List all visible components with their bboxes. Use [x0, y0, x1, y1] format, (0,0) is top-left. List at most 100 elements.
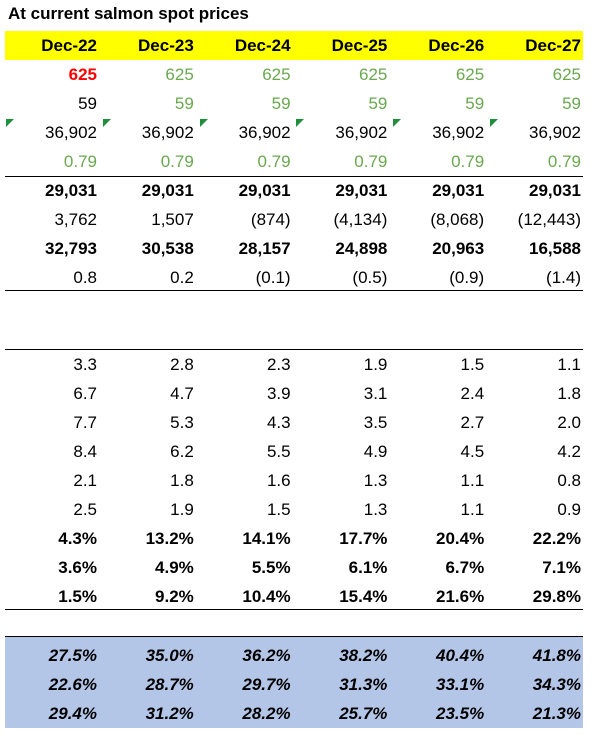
- cell: 29,031: [529, 181, 581, 200]
- cell: 31.2%: [145, 704, 194, 723]
- cell: 7.1%: [542, 558, 581, 577]
- cell: 15.4%: [339, 587, 388, 606]
- cell: 21.6%: [435, 587, 485, 606]
- cell: 2.4: [460, 384, 485, 403]
- cell: 2.5: [73, 500, 97, 519]
- cell: 20,963: [432, 239, 485, 258]
- cell: 5.5%: [251, 558, 291, 577]
- cell: 4.3: [266, 413, 291, 432]
- cell: 22.6%: [48, 675, 97, 694]
- cell: 17.7%: [339, 529, 388, 548]
- cell: 0.79: [160, 152, 194, 171]
- cell: 1.5%: [58, 587, 97, 606]
- cell: 29,031: [335, 181, 388, 200]
- cell: 29.4%: [48, 704, 97, 723]
- cell: (8,068): [430, 210, 485, 229]
- cell: 1.9: [170, 500, 194, 519]
- rule: [5, 176, 583, 177]
- cell: 59: [368, 94, 388, 113]
- cell: 625: [165, 65, 194, 84]
- cell: 36,902: [335, 123, 388, 142]
- cell: 1.3: [363, 500, 388, 519]
- cell: 27.5%: [48, 646, 97, 665]
- cell: 36.2%: [242, 646, 291, 665]
- cell: 59: [562, 94, 581, 113]
- cell: 2.0: [557, 413, 581, 432]
- cell: 1.5: [460, 355, 485, 374]
- cell: 36,902: [141, 123, 194, 142]
- cell: 22.2%: [532, 529, 581, 548]
- cell: 29.7%: [242, 675, 291, 694]
- cell: 3.1: [363, 384, 388, 403]
- cell: 28,157: [238, 239, 291, 258]
- cell: 35.0%: [145, 646, 194, 665]
- cell: 3.3: [73, 355, 97, 374]
- rule: [5, 349, 583, 350]
- cell: 14.1%: [242, 529, 291, 548]
- comment-marker: [296, 119, 305, 127]
- cell: 5.3: [170, 413, 194, 432]
- cell: 29,031: [45, 181, 97, 200]
- cell: 36,902: [238, 123, 291, 142]
- comment-marker: [102, 119, 111, 127]
- cell: 0.8: [73, 268, 97, 287]
- cell: 59: [271, 94, 291, 113]
- cell: 10.4%: [242, 587, 291, 606]
- cell: 4.9: [363, 442, 388, 461]
- cell: 6.7%: [445, 558, 485, 577]
- cell: (0.1): [255, 268, 291, 287]
- cell: Dec-26: [428, 36, 485, 55]
- cell: 23.5%: [435, 704, 485, 723]
- rule: [5, 290, 583, 291]
- cell: 29,031: [238, 181, 291, 200]
- cell: 20.4%: [435, 529, 485, 548]
- cell: 0.79: [354, 152, 388, 171]
- cell: 3.6%: [58, 558, 97, 577]
- cell: Dec-25: [331, 36, 388, 55]
- cell: 1.5: [266, 500, 291, 519]
- cell: Dec-24: [234, 36, 291, 55]
- cell: 1.3: [363, 471, 388, 490]
- cell: 59: [465, 94, 485, 113]
- cell: 13.2%: [145, 529, 194, 548]
- cell: 3,762: [54, 210, 97, 229]
- cell: 36,902: [45, 123, 97, 142]
- cell: 1.1: [557, 355, 581, 374]
- header-fill: [5, 31, 583, 60]
- comment-marker: [490, 119, 498, 127]
- cell: 4.7: [170, 384, 194, 403]
- cell: 34.3%: [532, 675, 581, 694]
- cell: 0.8: [557, 471, 581, 490]
- cell: 1.9: [363, 355, 388, 374]
- cell: 59: [174, 94, 194, 113]
- cell: 36,902: [529, 123, 581, 142]
- cell: 1.1: [460, 471, 485, 490]
- cell: 625: [455, 65, 485, 84]
- cell: Dec-23: [138, 36, 194, 55]
- cell: 31.3%: [339, 675, 388, 694]
- cell: 0.79: [547, 152, 581, 171]
- comment-marker: [393, 119, 402, 127]
- cell: 4.2: [557, 442, 581, 461]
- cell: 2.1: [73, 471, 97, 490]
- cell: Dec-27: [525, 36, 581, 55]
- cell: 8.4: [73, 442, 97, 461]
- cell: Dec-22: [41, 36, 97, 55]
- comment-marker: [199, 119, 208, 127]
- cell: 0.9: [557, 500, 581, 519]
- cell: 36,902: [432, 123, 485, 142]
- cell: 32,793: [45, 239, 97, 258]
- cell: 625: [68, 65, 97, 84]
- cell: 25.7%: [339, 704, 388, 723]
- cell: 1.6: [266, 471, 291, 490]
- cell: 29.8%: [532, 587, 581, 606]
- comment-marker: [6, 119, 14, 127]
- cell: 3.9: [266, 384, 291, 403]
- cell: (1.4): [546, 268, 581, 287]
- cell: 1.1: [460, 500, 485, 519]
- cell: 625: [262, 65, 291, 84]
- cell: 3.5: [363, 413, 388, 432]
- cell: 6.7: [73, 384, 97, 403]
- cell: 1.8: [557, 384, 581, 403]
